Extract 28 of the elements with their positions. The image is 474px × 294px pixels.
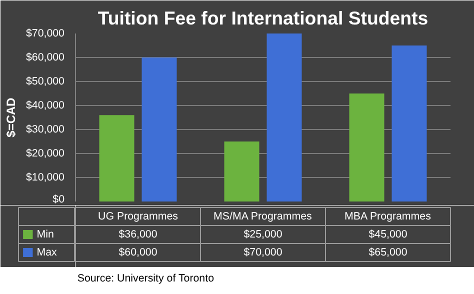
y-tick-label: $10,000 bbox=[26, 172, 65, 184]
y-tick-label: $40,000 bbox=[26, 100, 65, 112]
x-tick-label: UG Programmes bbox=[98, 210, 178, 222]
y-tick-label: $20,000 bbox=[26, 148, 65, 160]
bar bbox=[142, 58, 177, 202]
bar bbox=[99, 115, 134, 202]
y-tick-label: $70,000 bbox=[26, 28, 65, 40]
data-label: $45,000 bbox=[368, 228, 408, 240]
y-tick-label: $60,000 bbox=[26, 52, 65, 64]
data-label: $36,000 bbox=[118, 228, 158, 240]
legend-label: Max bbox=[36, 246, 58, 258]
x-tick-label: MS/MA Programmes bbox=[214, 210, 312, 222]
bar bbox=[266, 34, 302, 202]
y-tick-label: $50,000 bbox=[26, 76, 65, 88]
chart-title: Tuition Fee for International Students bbox=[98, 8, 428, 28]
x-tick-label: MBA Programmes bbox=[344, 210, 431, 222]
data-label: $60,000 bbox=[118, 246, 158, 258]
bar bbox=[224, 142, 260, 202]
legend-label: Min bbox=[36, 228, 54, 240]
bar bbox=[392, 46, 427, 202]
data-label: $25,000 bbox=[244, 228, 282, 240]
data-label: $65,000 bbox=[368, 246, 408, 258]
data-label: $70,000 bbox=[244, 246, 282, 258]
y-tick-label: $0 bbox=[52, 194, 65, 206]
source-note: Source: University of Toronto bbox=[77, 272, 214, 284]
y-axis-title: $=CAD bbox=[4, 97, 18, 138]
bar bbox=[349, 94, 384, 202]
y-tick-label: $30,000 bbox=[26, 124, 65, 136]
